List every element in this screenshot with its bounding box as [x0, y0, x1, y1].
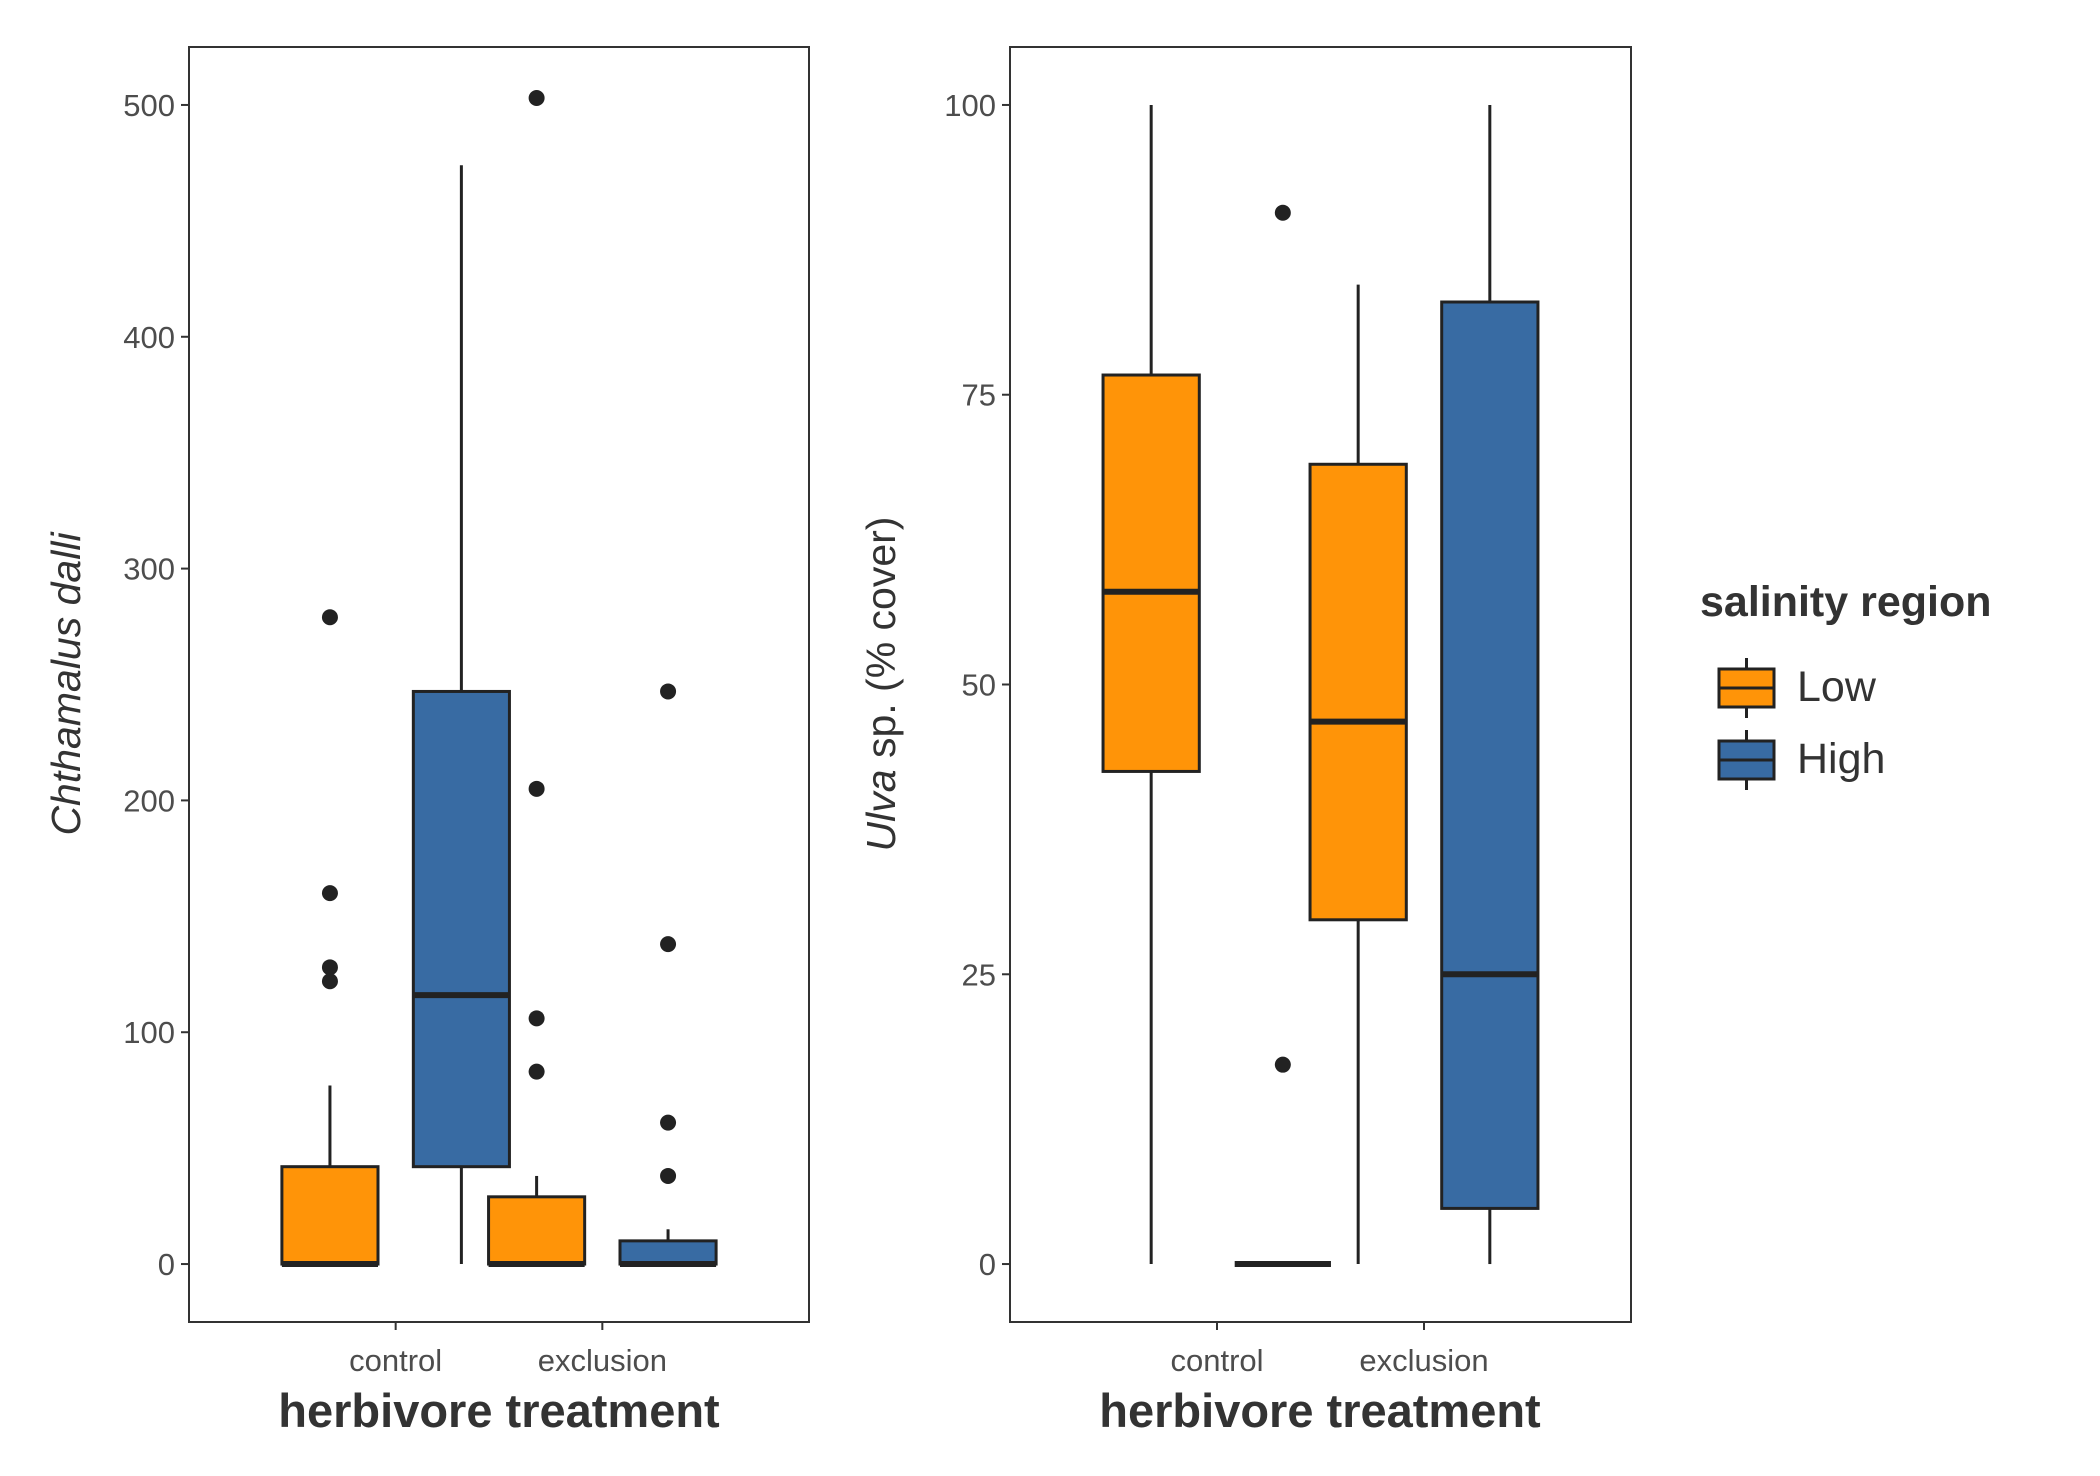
y-tick-label: 300 — [123, 552, 175, 587]
y-axis: 0 100 200 300 400 500 — [123, 88, 189, 1282]
x-axis: control exclusion — [349, 1322, 667, 1378]
outlier-point — [528, 1010, 545, 1027]
legend: salinity region Low High — [1700, 578, 1992, 790]
box-low-control — [1101, 104, 1201, 1265]
outlier-point — [528, 90, 545, 106]
legend-label-high: High — [1797, 735, 1885, 783]
x-axis-title: herbivore treatment — [1099, 1384, 1541, 1437]
y-axis-title: Chthamalus dalli — [43, 531, 89, 836]
y-tick-label: 50 — [962, 668, 996, 703]
outlier-point — [321, 609, 338, 626]
box-low-control — [280, 609, 380, 1268]
box-body — [1440, 300, 1540, 1210]
y-tick-label: 200 — [123, 783, 175, 818]
legend-title: salinity region — [1700, 578, 1992, 626]
box-high-exclusion — [618, 683, 718, 1268]
y-tick-label: 400 — [123, 320, 175, 355]
chthamalus-panel: 0 100 200 300 400 500 control exclusion herbiv… — [43, 46, 810, 1437]
y-tick-label: 100 — [123, 1015, 175, 1050]
plot-frame — [188, 46, 810, 1323]
outlier-point — [321, 973, 338, 990]
box-layer — [280, 90, 718, 1268]
x-tick-label: exclusion — [538, 1343, 667, 1378]
outlier-point — [660, 683, 677, 700]
y-tick-label: 500 — [123, 88, 175, 123]
y-axis-title-italic: Chthamalus dalli — [43, 531, 89, 836]
box-high-control — [1234, 204, 1331, 1268]
box-body — [1101, 373, 1201, 773]
box-low-exclusion — [1308, 284, 1408, 1265]
y-axis-title: Ulva sp. (% cover) — [858, 517, 904, 852]
legend-label-low: Low — [1797, 663, 1877, 711]
outlier-point — [528, 780, 545, 797]
y-tick-label: 0 — [158, 1247, 175, 1282]
box-layer — [1101, 104, 1540, 1268]
outlier-point — [321, 959, 338, 976]
outlier-point — [1274, 204, 1291, 221]
outlier-point — [660, 1114, 677, 1131]
outlier-point — [1274, 1056, 1291, 1073]
x-tick-label: control — [1170, 1343, 1263, 1378]
legend-keys — [1717, 658, 1776, 790]
x-axis-title: herbivore treatment — [278, 1384, 720, 1437]
legend-key-high — [1717, 730, 1776, 790]
outlier-point — [660, 936, 677, 953]
ulva-panel: 0 25 50 75 100 control exclusion herbivore tr… — [858, 46, 1632, 1437]
box-high-exclusion — [1440, 104, 1540, 1265]
box-body — [487, 1195, 587, 1266]
outlier-point — [321, 885, 338, 902]
y-tick-label: 25 — [962, 957, 996, 992]
y-axis-title-rest: sp. (% cover) — [858, 517, 904, 770]
y-tick-label: 0 — [979, 1247, 996, 1282]
y-tick-label: 75 — [962, 378, 996, 413]
legend-key-low — [1717, 658, 1776, 718]
outlier-point — [660, 1167, 677, 1184]
box-low-exclusion — [487, 90, 587, 1268]
x-tick-label: exclusion — [1359, 1343, 1488, 1378]
box-body — [411, 689, 511, 1169]
outlier-point — [528, 1063, 545, 1080]
y-tick-label: 100 — [944, 88, 996, 123]
y-axis: 0 25 50 75 100 — [944, 88, 1010, 1282]
box-body — [618, 1239, 718, 1266]
box-body — [1308, 462, 1408, 922]
y-axis-title-italic: Ulva — [858, 769, 904, 851]
box-high-control — [411, 165, 511, 1265]
x-tick-label: control — [349, 1343, 442, 1378]
x-axis: control exclusion — [1170, 1322, 1489, 1378]
box-body — [280, 1165, 380, 1266]
